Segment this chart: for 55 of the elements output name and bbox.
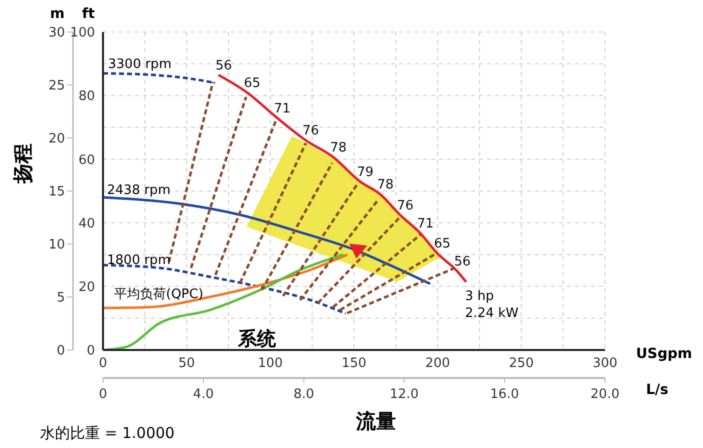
x2-tick-label: 4.0	[193, 387, 214, 402]
annotation: 76	[397, 198, 414, 214]
annotation: 系统	[238, 327, 276, 352]
annotation: 65	[434, 236, 451, 252]
annotation: 76	[302, 124, 320, 139]
y-tick-label: 80	[78, 89, 95, 104]
line-series	[103, 196, 432, 286]
annotation: 71	[417, 216, 434, 232]
annotation: 1800 rpm	[107, 253, 170, 268]
line-series	[103, 253, 344, 350]
text: 水的比重 = 1.0000	[40, 424, 175, 443]
line-series	[103, 72, 216, 84]
annotation: 56	[454, 254, 471, 270]
y-tick-label: 100	[70, 26, 95, 41]
x2-tick-label: 20.0	[590, 387, 620, 402]
x-tick-label: 200	[425, 356, 450, 372]
x2-axis-title: L/s	[646, 382, 668, 398]
x2-tick-label: 8.0	[293, 387, 314, 402]
y-tick-label: 60	[78, 152, 95, 168]
annotation: 78	[330, 140, 347, 156]
text: 扬程	[10, 144, 36, 184]
y2-tick-label: 25	[48, 78, 65, 94]
x-tick-label: 50	[178, 356, 195, 372]
x-tick-label: 100	[258, 356, 283, 372]
x-tick-label: 300	[592, 356, 618, 372]
annotation: 65	[244, 76, 260, 91]
y-tick-label: 20	[78, 280, 95, 296]
annotation: 2.24 kW	[465, 306, 518, 321]
annotation: 3300 rpm	[108, 57, 172, 72]
annotation: 71	[274, 101, 291, 116]
y2-axis-title: m	[50, 6, 65, 22]
y-tick-label: 40	[78, 216, 95, 232]
text: 流量	[354, 408, 397, 435]
x-tick-label: 150	[342, 356, 366, 372]
x-tick-label: 250	[508, 356, 534, 372]
annotation: 56	[215, 58, 232, 74]
annotation: 78	[377, 178, 394, 193]
annotation: 79	[357, 165, 374, 180]
x-tick-label: 0	[98, 356, 108, 372]
annotation: 3 hp	[465, 289, 494, 304]
y-axis-title: ft	[82, 6, 95, 22]
annotation: 平均负荷(QPC)	[114, 286, 204, 303]
y2-tick-label: 5	[56, 290, 65, 306]
line-series	[103, 253, 349, 310]
x2-tick-label: 16.0	[490, 387, 520, 402]
x-axis-title: USgpm	[636, 346, 692, 362]
x2-tick-label: 12.0	[390, 387, 419, 402]
y-tick-label: 0	[86, 344, 95, 359]
annotation: 2438 rpm	[107, 183, 170, 198]
y2-tick-label: 20	[48, 132, 65, 147]
y2-tick-label: 0	[56, 344, 65, 359]
x2-tick-label: 0	[98, 387, 108, 402]
y2-tick-label: 15	[48, 184, 65, 200]
y2-tick-label: 30	[48, 26, 65, 41]
y2-tick-label: 10	[48, 238, 65, 253]
